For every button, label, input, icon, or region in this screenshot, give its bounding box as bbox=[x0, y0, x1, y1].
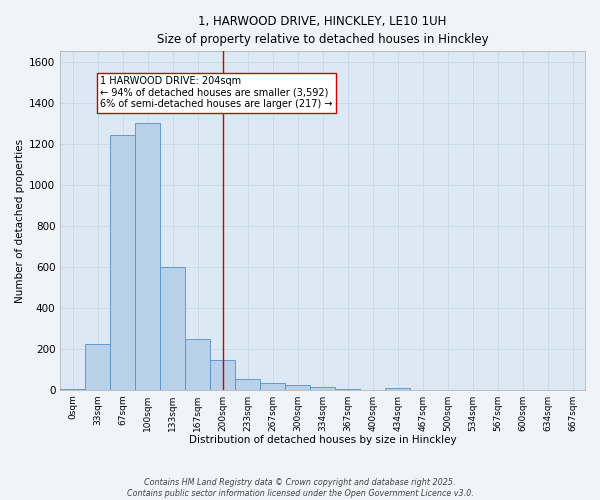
Text: Contains HM Land Registry data © Crown copyright and database right 2025.
Contai: Contains HM Land Registry data © Crown c… bbox=[127, 478, 473, 498]
Bar bbox=[260, 384, 285, 390]
Bar bbox=[385, 388, 410, 390]
Text: 1 HARWOOD DRIVE: 204sqm
← 94% of detached houses are smaller (3,592)
6% of semi-: 1 HARWOOD DRIVE: 204sqm ← 94% of detache… bbox=[100, 76, 333, 109]
X-axis label: Distribution of detached houses by size in Hinckley: Distribution of detached houses by size … bbox=[189, 435, 457, 445]
Title: 1, HARWOOD DRIVE, HINCKLEY, LE10 1UH
Size of property relative to detached house: 1, HARWOOD DRIVE, HINCKLEY, LE10 1UH Siz… bbox=[157, 15, 488, 46]
Bar bbox=[285, 385, 310, 390]
Y-axis label: Number of detached properties: Number of detached properties bbox=[15, 138, 25, 302]
Bar bbox=[60, 388, 85, 390]
Bar bbox=[85, 344, 110, 390]
Bar bbox=[185, 340, 210, 390]
Bar bbox=[310, 386, 335, 390]
Bar bbox=[160, 266, 185, 390]
Bar bbox=[235, 380, 260, 390]
Bar bbox=[335, 388, 360, 390]
Bar bbox=[210, 360, 235, 390]
Bar bbox=[110, 136, 135, 390]
Bar bbox=[135, 123, 160, 390]
